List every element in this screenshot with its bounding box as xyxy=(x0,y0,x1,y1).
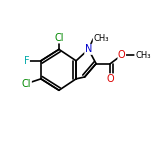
Text: O: O xyxy=(118,50,126,60)
Text: N: N xyxy=(85,44,92,54)
Text: CH₃: CH₃ xyxy=(135,51,151,60)
Text: O: O xyxy=(107,74,114,84)
Text: CH₃: CH₃ xyxy=(93,34,109,43)
Text: Cl: Cl xyxy=(22,79,31,89)
Text: F: F xyxy=(24,56,29,66)
Text: Cl: Cl xyxy=(54,33,64,43)
